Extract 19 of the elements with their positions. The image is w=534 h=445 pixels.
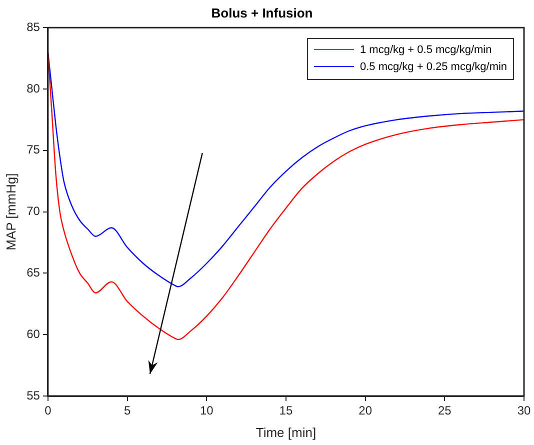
y-tick-label: 70 (26, 204, 40, 218)
x-axis-title: Time [min] (256, 424, 316, 440)
x-tick-label: 10 (200, 404, 214, 418)
legend-label: 0.5 mcg/kg + 0.25 mcg/kg/min (359, 60, 508, 75)
y-tick-label: 85 (26, 20, 40, 34)
chart-title: Bolus + Infusion (211, 5, 313, 20)
y-tick-label: 65 (26, 266, 40, 280)
x-tick-label: 20 (358, 404, 372, 418)
legend-label: 1 mcg/kg + 0.5 mcg/kg/min (359, 42, 493, 58)
y-tick-label: 75 (26, 142, 40, 157)
x-tick-label: 15 (279, 404, 293, 418)
x-tick-label: 5 (124, 404, 131, 418)
y-tick-label: 60 (26, 326, 40, 341)
x-tick-label: 0 (44, 404, 52, 418)
x-tick-label: 25 (438, 404, 452, 418)
y-axis-title: MAP [mmHg] (3, 173, 18, 250)
x-tick-label: 30 (517, 404, 531, 418)
y-tick-label: 55 (26, 388, 40, 402)
y-tick-label: 80 (26, 81, 40, 96)
